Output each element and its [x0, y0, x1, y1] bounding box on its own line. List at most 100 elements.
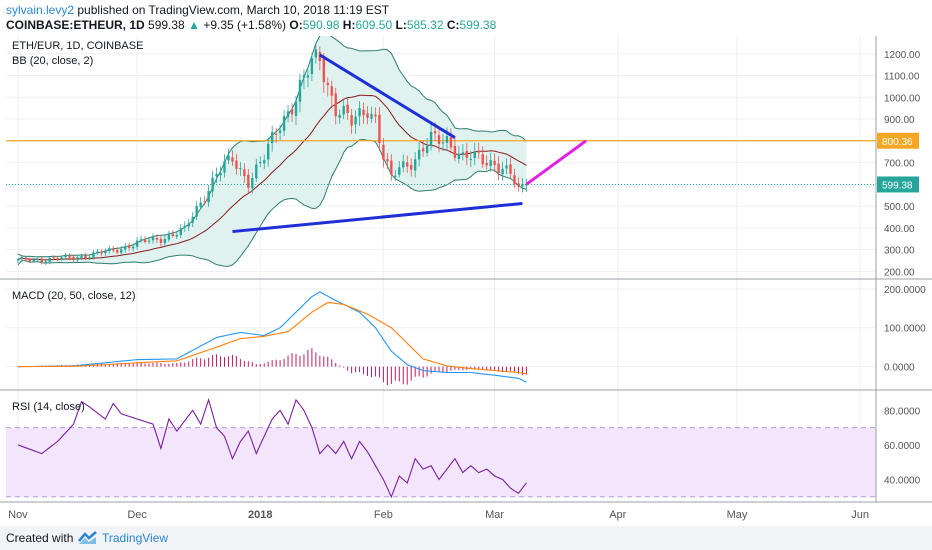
candle[interactable] — [155, 234, 159, 244]
candle[interactable] — [330, 80, 333, 107]
candle[interactable] — [406, 155, 409, 173]
candle[interactable] — [191, 212, 194, 227]
candle[interactable] — [251, 172, 254, 194]
candle[interactable] — [227, 148, 230, 165]
candle[interactable] — [497, 156, 500, 181]
candle[interactable] — [461, 144, 465, 161]
candle[interactable] — [215, 167, 218, 184]
candle[interactable] — [20, 255, 24, 262]
candle[interactable] — [270, 125, 274, 152]
candle[interactable] — [294, 95, 298, 126]
rsi-pane[interactable] — [6, 398, 876, 499]
candle[interactable] — [477, 142, 480, 159]
candle[interactable] — [195, 200, 198, 221]
candle[interactable] — [223, 154, 226, 178]
candle[interactable] — [326, 77, 329, 97]
candle[interactable] — [410, 158, 413, 177]
candle[interactable] — [239, 161, 242, 176]
candle[interactable] — [24, 256, 28, 262]
candle[interactable] — [453, 137, 457, 162]
candle[interactable] — [413, 152, 417, 178]
candle[interactable] — [298, 73, 302, 113]
candle[interactable] — [501, 161, 504, 181]
candle[interactable] — [421, 140, 425, 157]
candle[interactable] — [302, 69, 306, 90]
candle[interactable] — [143, 236, 147, 244]
candle[interactable] — [243, 163, 246, 184]
projection-line[interactable] — [525, 139, 587, 186]
candle[interactable] — [274, 127, 278, 144]
candle[interactable] — [219, 166, 222, 182]
trend-line[interactable] — [319, 53, 456, 139]
candle[interactable] — [68, 253, 71, 261]
candle[interactable] — [120, 246, 123, 255]
candle[interactable] — [290, 103, 294, 122]
candle[interactable] — [322, 53, 326, 93]
candle[interactable] — [378, 107, 381, 151]
candle[interactable] — [255, 158, 258, 182]
candle[interactable] — [370, 106, 373, 123]
candle[interactable] — [386, 152, 389, 169]
candle[interactable] — [334, 87, 337, 125]
candle[interactable] — [211, 171, 214, 198]
candle[interactable] — [139, 235, 143, 243]
candle[interactable] — [72, 255, 75, 263]
candle[interactable] — [314, 43, 318, 64]
candle[interactable] — [354, 110, 357, 134]
candle[interactable] — [147, 236, 151, 245]
candle[interactable] — [263, 154, 266, 170]
candle[interactable] — [187, 218, 190, 231]
candle[interactable] — [127, 242, 131, 252]
candle[interactable] — [199, 197, 202, 210]
candle[interactable] — [179, 223, 182, 239]
tradingview-brand-link[interactable]: TradingView — [102, 531, 169, 545]
candle[interactable] — [183, 221, 186, 232]
candle[interactable] — [56, 256, 59, 262]
candle[interactable] — [203, 195, 206, 206]
candle[interactable] — [64, 252, 67, 260]
trend-line[interactable] — [232, 202, 523, 234]
candle[interactable] — [36, 257, 39, 262]
candle[interactable] — [175, 230, 179, 240]
candle[interactable] — [116, 247, 119, 254]
candle[interactable] — [207, 184, 210, 207]
candle[interactable] — [449, 128, 453, 154]
candle[interactable] — [52, 255, 55, 261]
candle[interactable] — [362, 102, 365, 124]
candle[interactable] — [247, 169, 250, 194]
candle[interactable] — [489, 152, 492, 172]
candle[interactable] — [346, 98, 349, 121]
candle[interactable] — [40, 257, 43, 265]
candle[interactable] — [374, 107, 377, 124]
candle[interactable] — [342, 100, 345, 120]
candle[interactable] — [108, 245, 111, 254]
candle[interactable] — [278, 124, 282, 141]
candle[interactable] — [382, 137, 385, 168]
candle[interactable] — [429, 123, 433, 151]
candle[interactable] — [390, 154, 393, 181]
candle[interactable] — [167, 230, 171, 243]
candle[interactable] — [48, 256, 51, 265]
candle[interactable] — [493, 153, 496, 173]
candle[interactable] — [171, 229, 175, 238]
macd-pane[interactable] — [17, 291, 527, 386]
author-link[interactable]: sylvain.levy2 — [6, 3, 75, 17]
candle[interactable] — [159, 235, 163, 247]
candle[interactable] — [76, 255, 79, 263]
candle[interactable] — [517, 177, 520, 192]
candle[interactable] — [437, 126, 441, 153]
candle[interactable] — [80, 253, 83, 261]
candle[interactable] — [513, 168, 516, 188]
candle[interactable] — [481, 146, 484, 169]
candle[interactable] — [259, 156, 262, 168]
candle[interactable] — [84, 253, 87, 261]
candle[interactable] — [310, 52, 314, 82]
candle[interactable] — [521, 178, 524, 193]
candle[interactable] — [123, 243, 127, 253]
candle[interactable] — [358, 101, 361, 127]
candle[interactable] — [235, 153, 238, 175]
candle[interactable] — [96, 248, 99, 255]
candle[interactable] — [16, 258, 20, 264]
candle[interactable] — [92, 250, 95, 260]
chart-canvas[interactable]: Nov Dec 2018 Feb Mar Apr May Jun 200.00 300.00 400… — [0, 36, 932, 526]
